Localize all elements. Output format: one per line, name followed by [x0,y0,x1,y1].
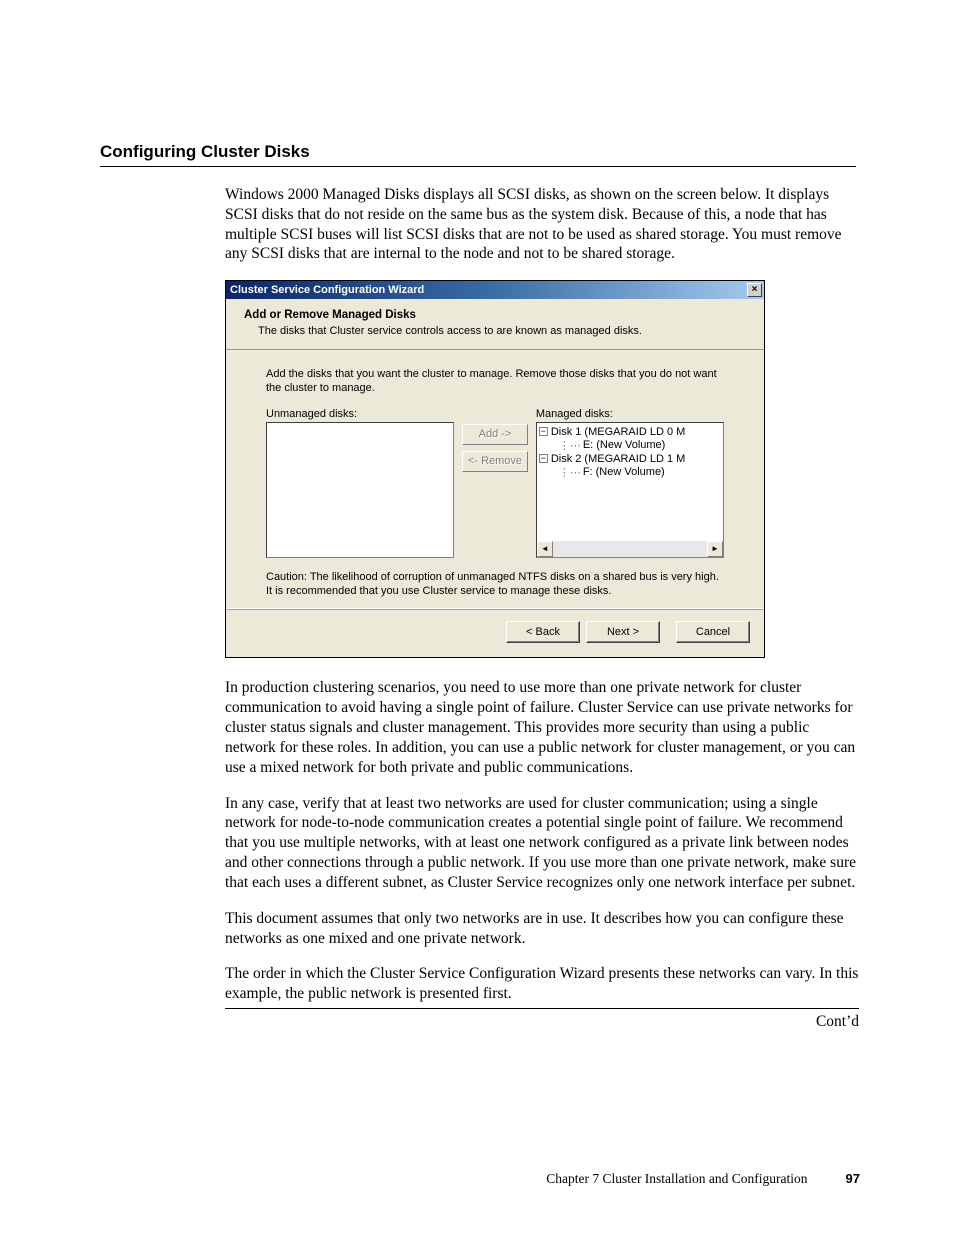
tree-disk-2-vol-label: F: (New Volume) [583,466,665,478]
dialog-footer: < Back Next > Cancel [226,608,764,657]
footer-chapter: Chapter 7 Cluster Installation and Confi… [546,1171,807,1187]
tree-disk-1-label: Disk 1 (MEGARAID LD 0 M [551,426,685,438]
next-button[interactable]: Next > [586,621,660,643]
footer-page-number: 97 [846,1171,860,1186]
add-button[interactable]: Add -> [462,424,528,445]
body-paragraph: In any case, verify that at least two ne… [225,794,859,893]
dialog-instruction: Add the disks that you want the cluster … [266,368,724,396]
managed-label: Managed disks: [536,408,724,420]
wizard-dialog: Cluster Service Configuration Wizard × A… [225,280,765,658]
back-button[interactable]: < Back [506,621,580,643]
collapse-icon[interactable]: − [539,427,548,436]
body-paragraph: In production clustering scenarios, you … [225,678,859,777]
dialog-header: Add or Remove Managed Disks The disks th… [226,299,764,350]
cancel-button[interactable]: Cancel [676,621,750,643]
remove-button[interactable]: <- Remove [462,451,528,472]
section-heading: Configuring Cluster Disks [100,142,856,167]
dialog-subheading: The disks that Cluster service controls … [258,325,746,337]
tree-disk-1[interactable]: −Disk 1 (MEGARAID LD 0 M [539,425,721,439]
page-footer: Chapter 7 Cluster Installation and Confi… [100,1171,860,1187]
tree-disk-2-label: Disk 2 (MEGARAID LD 1 M [551,453,685,465]
collapse-icon[interactable]: − [539,454,548,463]
body-paragraph: This document assumes that only two netw… [225,909,859,949]
tree-disk-1-vol-label: E: (New Volume) [583,439,666,451]
dialog-title-text: Cluster Service Configuration Wizard [230,284,747,296]
dialog-heading: Add or Remove Managed Disks [244,309,746,321]
caution-text: Caution: The likelihood of corruption of… [266,570,724,599]
unmanaged-label: Unmanaged disks: [266,408,454,420]
managed-listbox[interactable]: −Disk 1 (MEGARAID LD 0 M ⋮⋯E: (New Volum… [536,422,724,558]
horizontal-scrollbar[interactable]: ◄ ► [537,541,723,557]
scroll-track[interactable] [553,541,707,557]
managed-column: Managed disks: −Disk 1 (MEGARAID LD 0 M … [536,408,724,558]
unmanaged-listbox[interactable] [266,422,454,558]
tree-connector-icon: ⋮⋯ [559,439,581,452]
tree-connector-icon: ⋮⋯ [559,466,581,479]
close-icon[interactable]: × [747,283,762,297]
dialog-body: Add the disks that you want the cluster … [226,350,764,608]
body-paragraph: The order in which the Cluster Service C… [225,964,859,1004]
tree-disk-1-volume[interactable]: ⋮⋯E: (New Volume) [559,439,721,452]
dialog-titlebar: Cluster Service Configuration Wizard × [226,281,764,299]
intro-paragraph: Windows 2000 Managed Disks displays all … [225,185,859,264]
tree-disk-2[interactable]: −Disk 2 (MEGARAID LD 1 M [539,452,721,466]
unmanaged-column: Unmanaged disks: [266,408,454,558]
continued-label: Cont’d [225,1009,859,1031]
scroll-right-icon[interactable]: ► [707,541,723,557]
transfer-buttons: Add -> <- Remove [454,408,536,472]
scroll-left-icon[interactable]: ◄ [537,541,553,557]
tree-disk-2-volume[interactable]: ⋮⋯F: (New Volume) [559,466,721,479]
